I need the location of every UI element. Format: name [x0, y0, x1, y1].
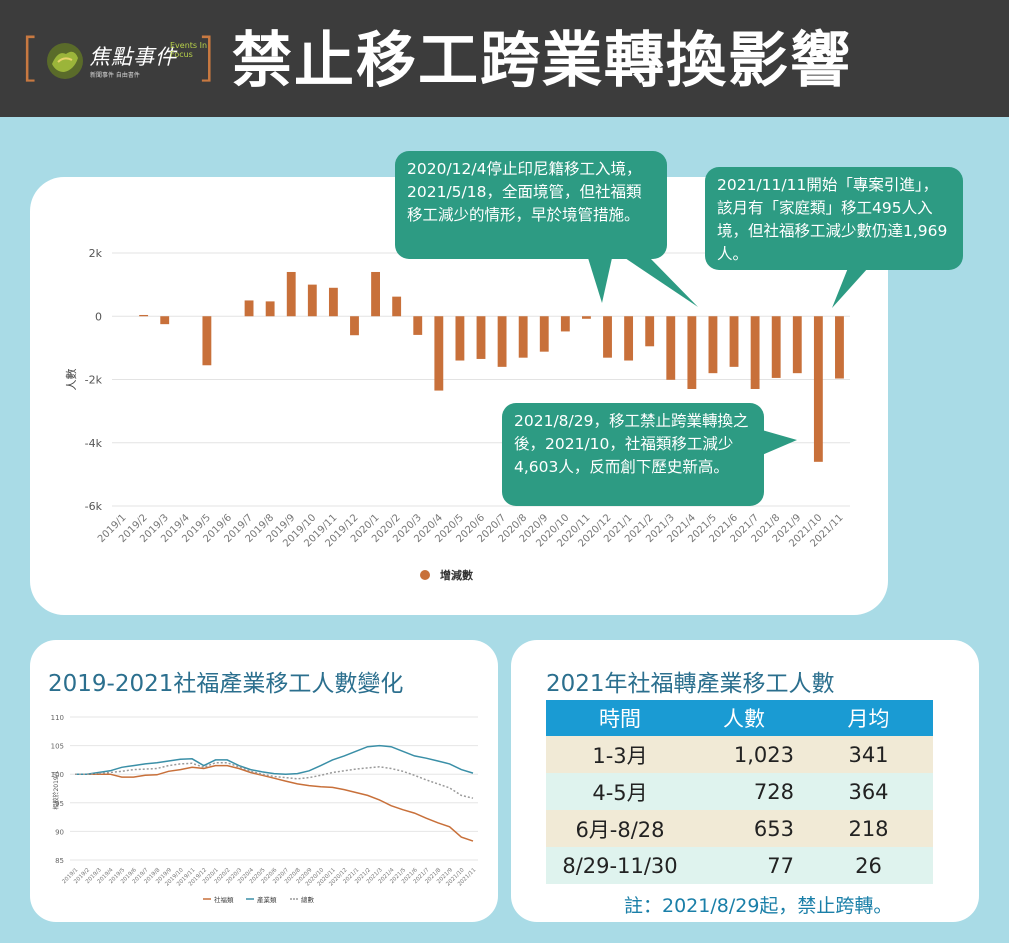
table-header-cell: 月均 [804, 700, 933, 736]
line-chart-title: 2019-2021社福產業移工人數變化 [48, 671, 404, 697]
table-cell: 364 [804, 773, 933, 810]
table-header-row: 時間 人數 月均 [546, 700, 933, 736]
table-cell: 728 [694, 773, 804, 810]
table-cell: 4-5月 [546, 773, 694, 810]
table-note: 註：2021/8/29起，禁止跨轉。 [624, 895, 893, 917]
logo-bracket-right: ] [196, 28, 217, 88]
header-bar: [ 焦點事件 Events In Focus 新聞事件 自由書件 ] 禁止移工跨… [0, 0, 1009, 117]
logo-emblem-icon [47, 43, 83, 79]
table-cell: 1-3月 [546, 736, 694, 773]
table-row: 4-5月 728 364 [546, 773, 933, 810]
table-cell: 26 [804, 847, 933, 884]
table-title: 2021年社福轉產業移工人數 [546, 671, 835, 697]
table-cell: 341 [804, 736, 933, 773]
logo-text-en: Events In Focus [170, 41, 208, 59]
table-header-cell: 人數 [694, 700, 804, 736]
callout-2020-12: 2020/12/4停止印尼籍移工入境，2021/5/18，全面境管，但社福類移工… [395, 151, 667, 259]
table-cell: 218 [804, 810, 933, 847]
table-cell: 6月-8/28 [546, 810, 694, 847]
callout-2021-11: 2021/11/11開始「專案引進」，該月有「家庭類」移工495人入境，但社福移… [705, 167, 963, 270]
logo-subtitle: 新聞事件 自由書件 [90, 72, 140, 79]
table-cell: 77 [694, 847, 804, 884]
logo-text-cn: 焦點事件 [89, 45, 177, 69]
table-header-cell: 時間 [546, 700, 694, 736]
table-row: 1-3月 1,023 341 [546, 736, 933, 773]
table-cell: 8/29-11/30 [546, 847, 694, 884]
page-title: 禁止移工跨業轉換影響 [232, 26, 852, 96]
table-cell: 1,023 [694, 736, 804, 773]
table-cell: 653 [694, 810, 804, 847]
table-row: 6月-8/28 653 218 [546, 810, 933, 847]
transfer-table: 時間 人數 月均 1-3月 1,023 341 4-5月 728 364 6月-… [546, 700, 933, 884]
logo-bracket-left: [ [20, 28, 41, 88]
table-row: 8/29-11/30 77 26 [546, 847, 933, 884]
callout-2021-08: 2021/8/29，移工禁止跨業轉換之後，2021/10，社福類移工減少4,60… [502, 403, 764, 506]
